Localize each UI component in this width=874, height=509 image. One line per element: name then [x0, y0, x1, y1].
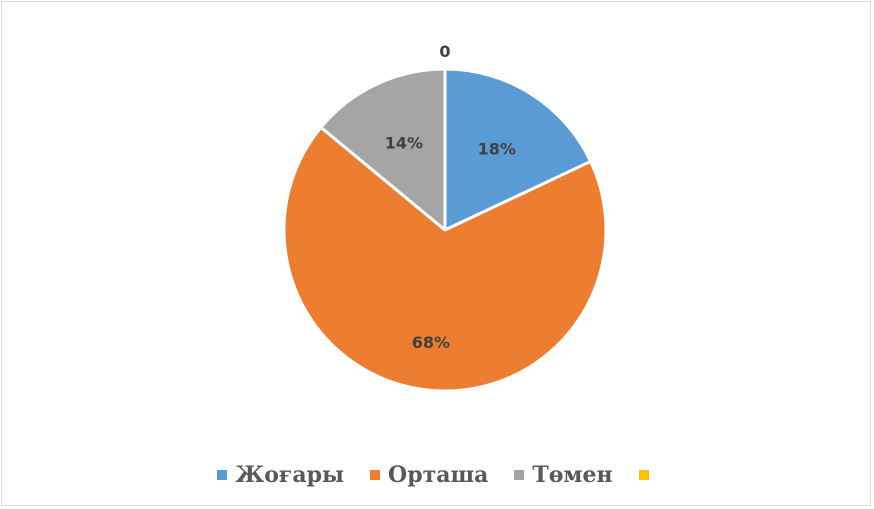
legend-item-tomen: Төмен	[514, 462, 613, 488]
legend-item-empty	[638, 470, 657, 480]
legend-label-tomen: Төмен	[532, 462, 613, 488]
legend-item-ortasha: Орташа	[370, 462, 488, 488]
label-tomen: 14%	[385, 134, 423, 153]
legend-swatch-empty	[638, 470, 649, 480]
slice-zhogary	[443, 67, 593, 232]
legend-swatch-zhogary	[217, 470, 228, 480]
legend-label-zhogary: Жоғары	[235, 462, 345, 488]
label-empty: 0	[439, 42, 450, 61]
legend-swatch-ortasha	[370, 470, 381, 480]
label-ortasha: 68%	[412, 333, 450, 352]
slice-ortasha	[282, 125, 608, 393]
legend: Жоғары Орташа Төмен	[0, 460, 874, 490]
slice-tomen	[319, 67, 447, 232]
legend-label-ortasha: Орташа	[388, 462, 489, 488]
legend-item-zhogary: Жоғары	[217, 462, 344, 488]
label-zhogary: 18%	[478, 139, 516, 158]
legend-swatch-tomen	[514, 470, 525, 480]
